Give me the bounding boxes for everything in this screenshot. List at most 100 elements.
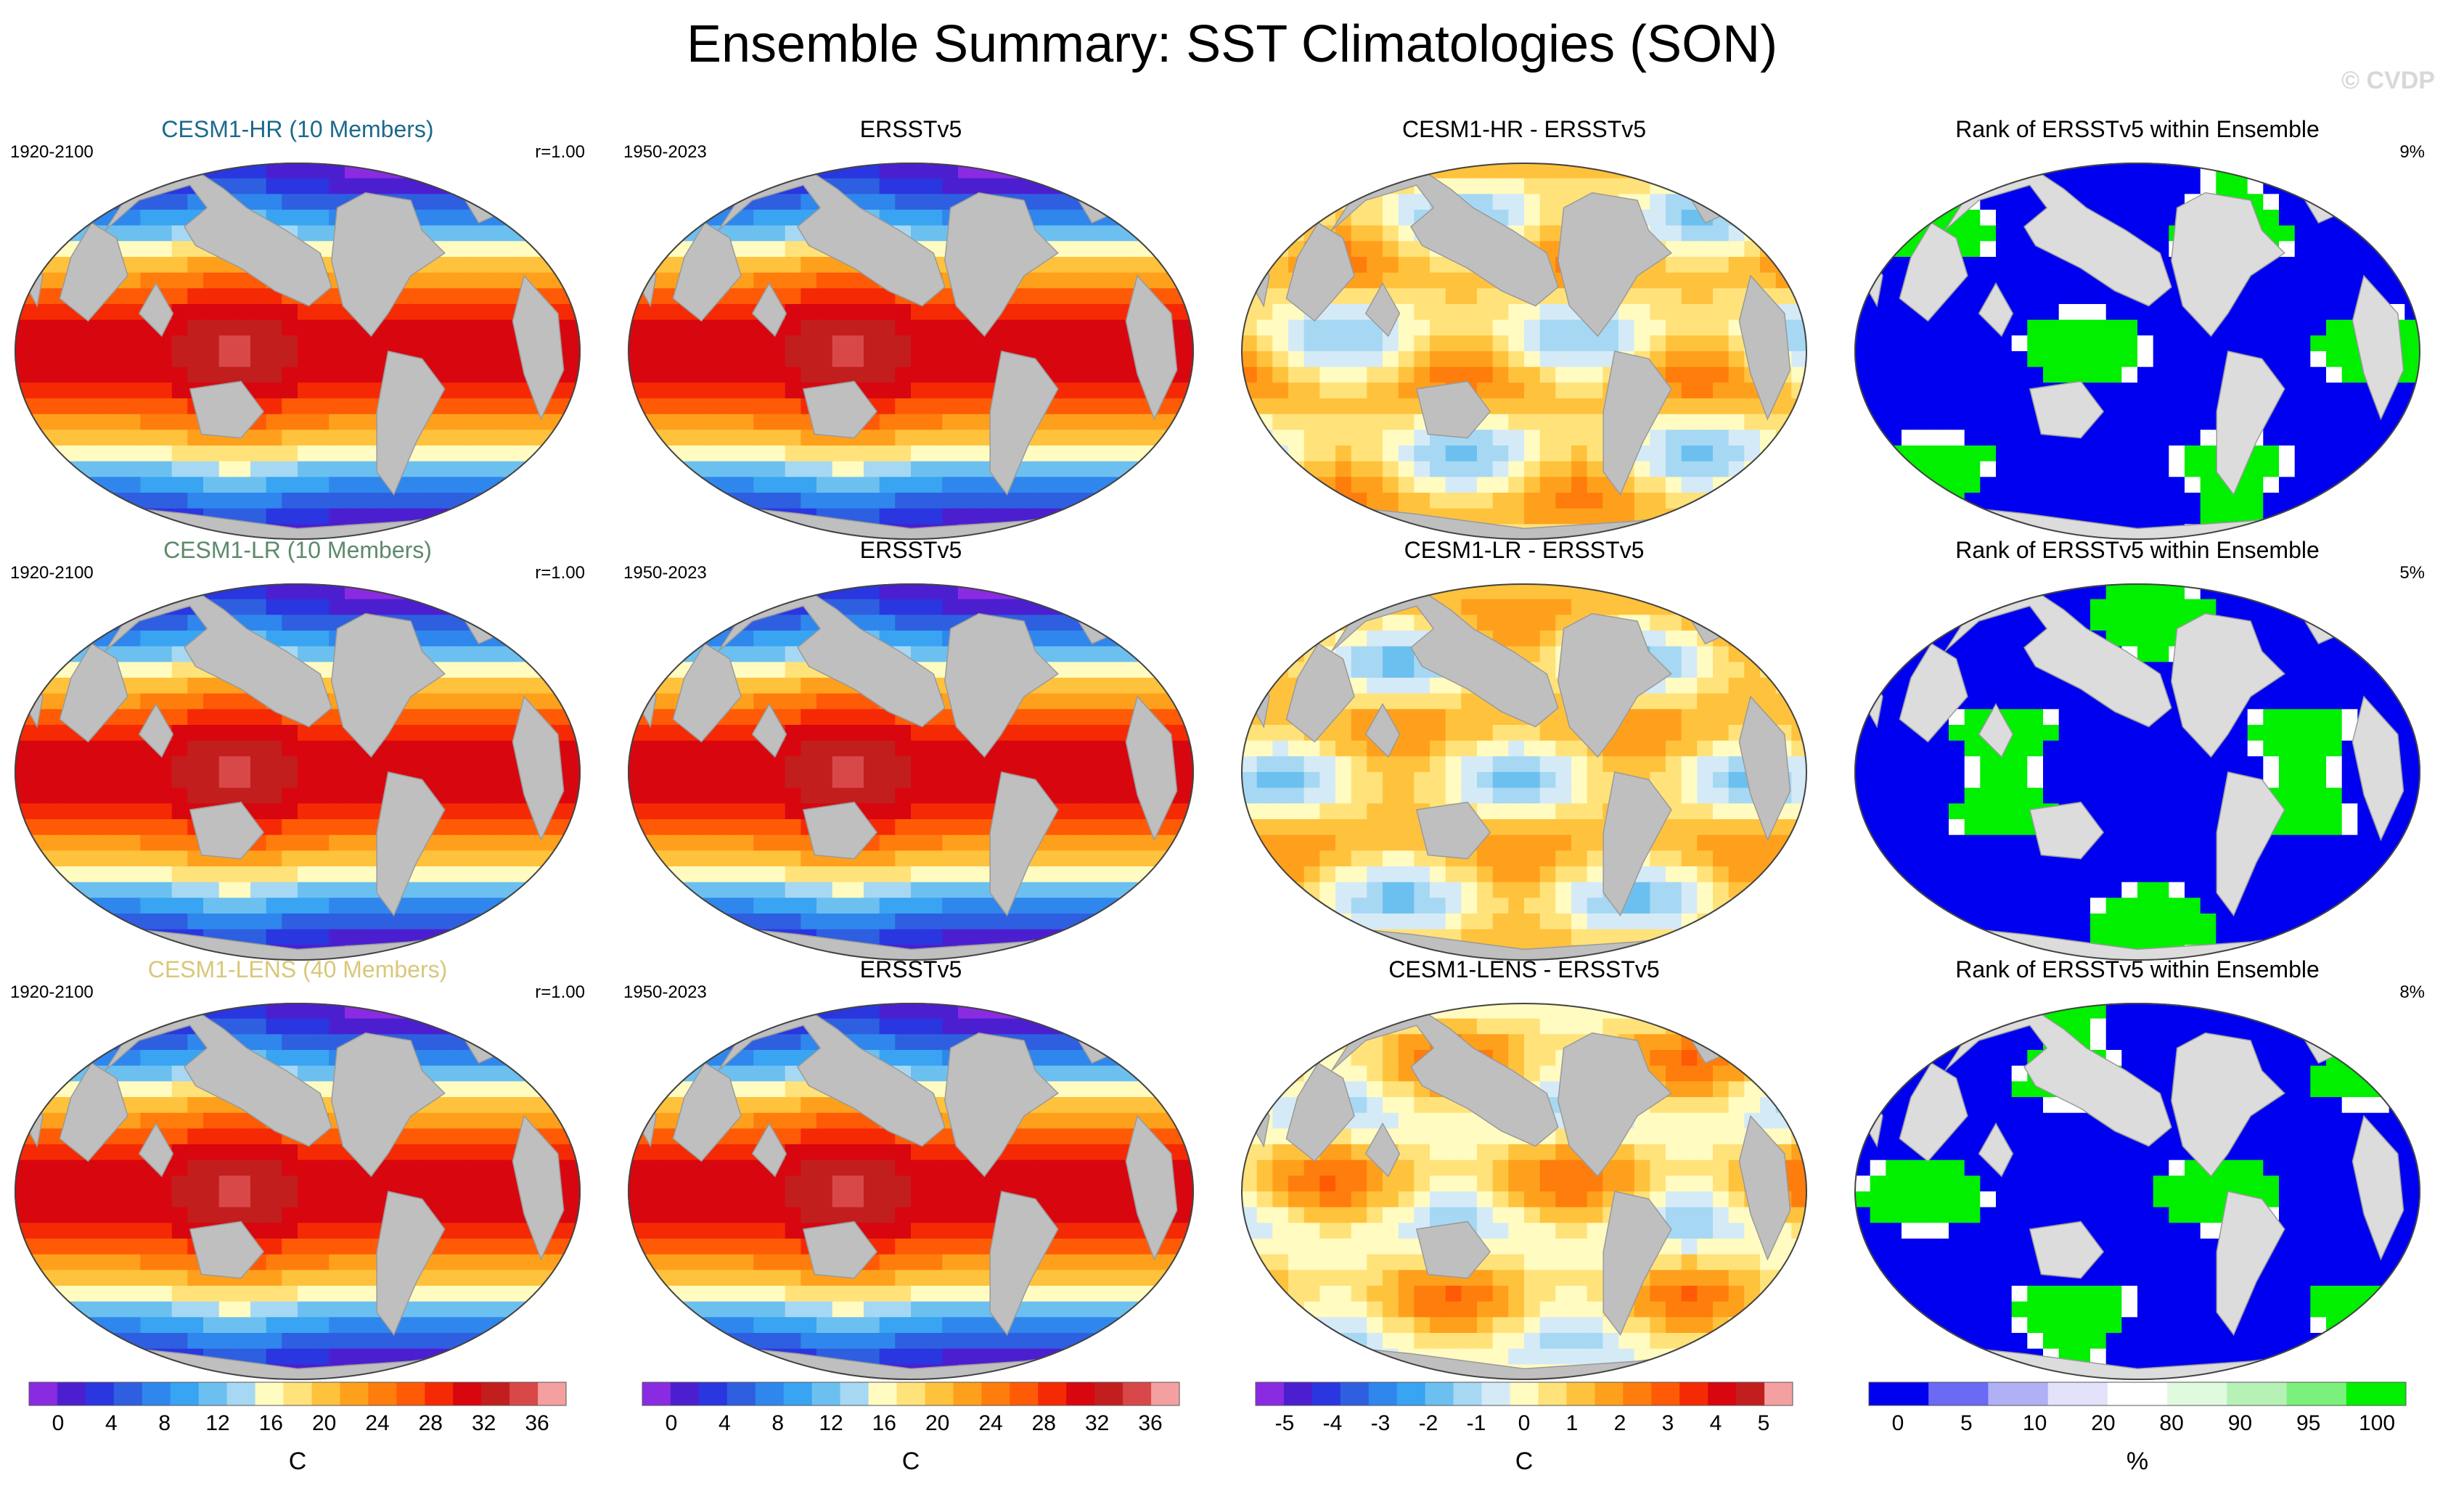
map-cell [1020, 163, 1037, 179]
map-cell [895, 834, 912, 851]
map-cell [360, 178, 377, 194]
map-cell [1052, 787, 1069, 804]
map-cell [1681, 508, 1698, 525]
map-cell [1917, 398, 1933, 415]
map-cell [171, 351, 188, 368]
map-cell [549, 914, 565, 930]
map-cell [2389, 288, 2405, 305]
map-cell [1902, 446, 1918, 462]
map-cell [329, 929, 345, 945]
map-cell [2326, 477, 2343, 493]
map-cell [1917, 351, 1933, 368]
map-cell [1131, 493, 1147, 509]
map-cell [218, 493, 235, 509]
map-cell [15, 756, 31, 773]
map-cell [15, 461, 31, 477]
map-cell [1650, 319, 1666, 336]
map-cell [722, 446, 739, 462]
map-cell [2341, 493, 2358, 509]
map-cell [1052, 272, 1069, 289]
map-cell [171, 382, 188, 399]
map-cell [565, 461, 581, 477]
map-cell [454, 709, 471, 726]
map-cell [737, 631, 754, 647]
map-cell [533, 178, 550, 194]
map-cell [1917, 366, 1933, 383]
map-cell [533, 929, 550, 945]
map-cell [722, 850, 739, 867]
map-cell [769, 850, 786, 867]
map-cell [486, 914, 503, 930]
map-cell [266, 882, 282, 898]
map-cell [895, 772, 912, 789]
map-cell [1728, 241, 1745, 258]
map-cell [1980, 257, 1997, 274]
map-cell [62, 398, 78, 415]
map-cell [690, 756, 707, 773]
map-cell [266, 850, 282, 867]
map-cell [2326, 382, 2343, 399]
map-cell [958, 803, 975, 820]
map-cell [769, 477, 786, 493]
map-cell [565, 834, 581, 851]
map-cell [218, 461, 235, 477]
map-cell [1288, 493, 1305, 509]
map-cell [989, 508, 1006, 525]
map-cell [2326, 304, 2343, 321]
map-cell [2389, 477, 2405, 493]
map-cell [1508, 430, 1525, 446]
map-cell [2279, 163, 2296, 179]
map-cell [1634, 288, 1650, 305]
panel-title: ERSSTv5 [859, 537, 962, 563]
map-cell [1697, 163, 1714, 179]
map-cell [1036, 210, 1053, 226]
map-cell [533, 477, 550, 493]
map-cell [1949, 508, 1965, 525]
map-cell [234, 787, 251, 804]
map-cell [753, 414, 770, 430]
map-cell [140, 882, 157, 898]
map-cell [470, 834, 487, 851]
map-cell [1681, 382, 1698, 399]
map-cell [439, 631, 456, 647]
map-cell [785, 241, 801, 258]
map-cell [1319, 178, 1336, 194]
map-cell [313, 446, 330, 462]
map-cell [1115, 194, 1131, 210]
map-cell [2153, 414, 2169, 430]
map-cell [1996, 194, 2013, 210]
map-cell [2027, 288, 2044, 305]
map-cell [470, 366, 487, 383]
map-cell [2011, 210, 2028, 226]
map-cell [1052, 288, 1069, 305]
map-cell [1492, 366, 1509, 383]
map-cell [926, 646, 943, 662]
map-cell [2105, 335, 2122, 352]
map-cell [1068, 210, 1084, 226]
map-cell [737, 225, 754, 242]
map-cell [1508, 210, 1525, 226]
map-cell [1681, 446, 1698, 462]
map-cell [1068, 178, 1084, 194]
map-cell [1477, 366, 1494, 383]
map-cell [942, 756, 959, 773]
map-cell [816, 740, 833, 757]
map-cell [785, 615, 801, 631]
map-cell [879, 787, 896, 804]
map-cell [298, 756, 314, 773]
map-cell [737, 272, 754, 289]
map-cell [250, 446, 267, 462]
map-cell [1539, 446, 1556, 462]
map-cell [2341, 508, 2358, 525]
map-cell [470, 351, 487, 368]
map-cell [1319, 430, 1336, 446]
map-cell [2247, 461, 2264, 477]
map-cell [1666, 335, 1682, 352]
map-cell [392, 493, 409, 509]
map-cell [785, 430, 801, 446]
map-cell [360, 914, 377, 930]
map-cell [15, 898, 31, 914]
map-cell [298, 599, 314, 615]
map-cell [1084, 304, 1100, 321]
map-cell [2137, 477, 2154, 493]
